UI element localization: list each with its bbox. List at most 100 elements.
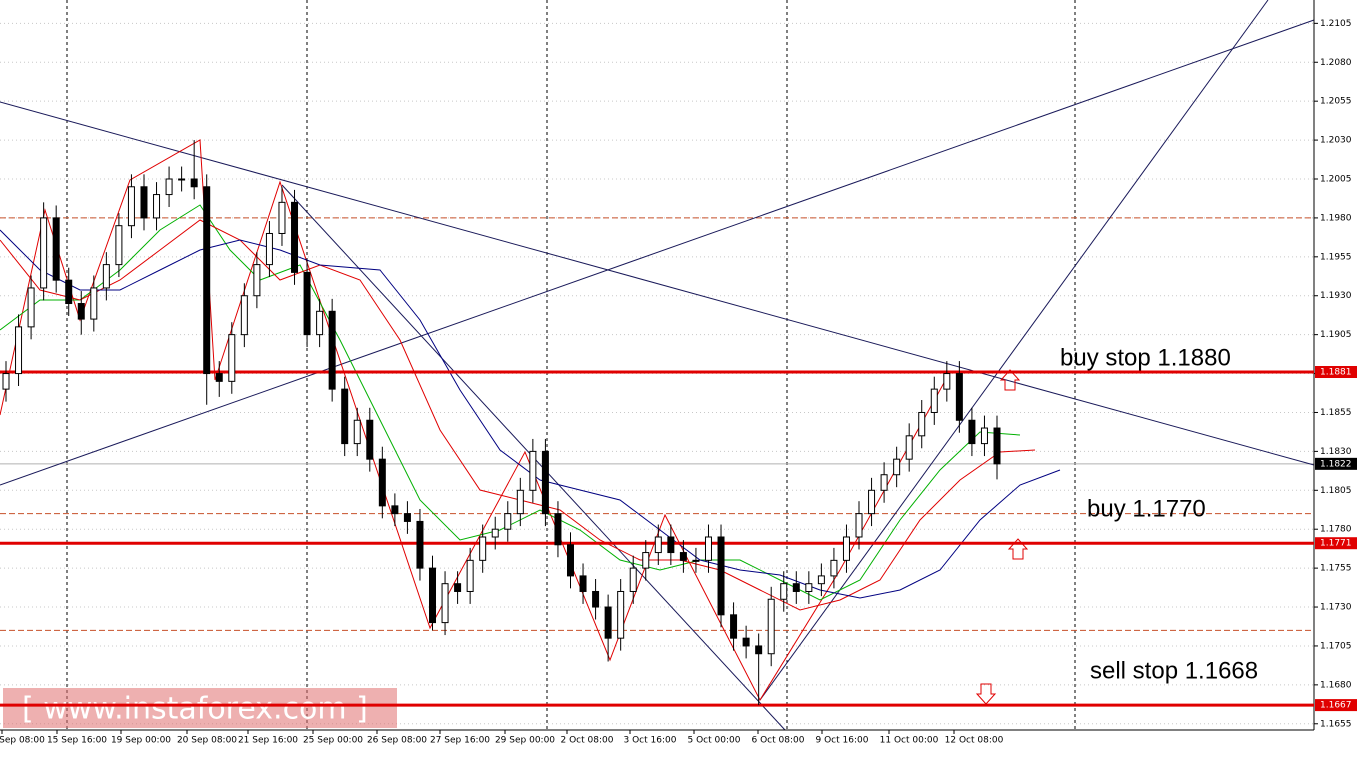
level-annotation: sell stop 1.1668 (1090, 657, 1258, 684)
candle-body (692, 559, 700, 562)
candle-body (52, 217, 60, 281)
candle-body (15, 326, 23, 375)
candle-body (604, 606, 612, 639)
candle-body (253, 264, 261, 297)
candle-body (491, 528, 499, 538)
candle-body (955, 373, 963, 421)
candle-body (654, 536, 662, 554)
candle-body (855, 513, 863, 538)
trend-line (0, 101, 1315, 466)
current-price-tag (1315, 457, 1357, 470)
level-tag (1315, 537, 1357, 550)
candle-body (943, 373, 951, 390)
candle-body (228, 334, 236, 382)
candle-body (153, 194, 161, 219)
trend-line (0, 19, 1315, 486)
candle-body (742, 637, 750, 647)
x-tick-label: Sep 08:00 (0, 736, 45, 746)
candle-body (780, 583, 788, 600)
y-tick-label: 1.2005 (1320, 174, 1352, 184)
candle-body (930, 388, 938, 413)
x-tick-label: 26 Sep 08:00 (367, 736, 427, 746)
candle-body (454, 583, 462, 592)
candle-body (316, 310, 324, 336)
candle-body (805, 583, 813, 592)
x-tick-label: 19 Sep 00:00 (111, 736, 171, 746)
x-tick-label: 3 Oct 16:00 (624, 736, 677, 746)
x-tick-label: 2 Oct 08:00 (561, 736, 614, 746)
x-tick-label: 27 Sep 16:00 (430, 736, 490, 746)
candle-body (566, 544, 574, 577)
y-tick-label: 1.1855 (1320, 408, 1352, 418)
candle-body (203, 186, 211, 375)
candle-body (40, 217, 48, 289)
candle-body (617, 590, 625, 639)
y-tick-label: 1.1805 (1320, 486, 1352, 496)
level-tag (1315, 366, 1357, 379)
y-tick-label: 1.2105 (1320, 19, 1352, 29)
candle-body (115, 225, 123, 266)
x-tick-label: 11 Oct 00:00 (880, 736, 939, 746)
candle-body (817, 575, 825, 585)
candle-body (516, 489, 524, 515)
candle-body (918, 411, 926, 437)
y-tick-label: 1.1905 (1320, 330, 1352, 340)
level-label: 1.1667 (1320, 701, 1352, 711)
candle-body (755, 645, 763, 655)
candle-body (303, 271, 311, 336)
candle-body (102, 264, 110, 289)
y-tick-label: 1.1655 (1320, 719, 1352, 729)
candle-body (717, 536, 725, 616)
x-tick-label: 5 Oct 00:00 (688, 736, 741, 746)
candle-body (391, 505, 399, 515)
candle-body (265, 232, 273, 266)
y-tick-label: 1.1730 (1320, 603, 1352, 613)
y-tick-label: 1.1980 (1320, 213, 1352, 223)
y-tick-label: 1.1930 (1320, 291, 1352, 301)
candle-body (165, 178, 173, 196)
candle-body (667, 536, 675, 554)
candle-body (65, 279, 73, 305)
zigzag (0, 139, 951, 702)
watermark: [ www.instaforex.com ] (22, 692, 368, 727)
candle-body (730, 614, 738, 639)
y-tick-label: 1.2030 (1320, 136, 1352, 146)
candle-body (554, 513, 562, 546)
candle-body (980, 427, 988, 445)
candle-body (466, 559, 474, 592)
level-annotation: buy 1.1770 (1087, 496, 1206, 523)
x-tick-label: 29 Sep 00:00 (495, 736, 555, 746)
y-tick-label: 1.1830 (1320, 447, 1352, 457)
candle-body (905, 435, 913, 460)
candle-body (353, 419, 361, 445)
candle-body (679, 552, 687, 561)
candle-body (880, 474, 888, 491)
candle-body (328, 310, 336, 390)
x-tick-label: 9 Oct 16:00 (816, 736, 869, 746)
watermark-box (3, 688, 397, 728)
candle-body (378, 458, 386, 507)
candle-body (541, 450, 549, 515)
level-label: 1.1881 (1320, 368, 1352, 378)
candle-body (579, 575, 587, 592)
current-price-label: 1.1822 (1320, 459, 1352, 469)
trend-line (759, 0, 1269, 701)
candle-body (993, 427, 1001, 465)
candle-body (642, 552, 650, 569)
x-tick-label: 12 Oct 08:00 (945, 736, 1004, 746)
x-tick-label: 20 Sep 08:00 (177, 736, 237, 746)
candle-body (504, 513, 512, 530)
y-tick-label: 1.1705 (1320, 641, 1352, 651)
candle-body (792, 583, 800, 592)
candle-body (215, 373, 223, 382)
candle-body (629, 567, 637, 592)
candle-body (190, 178, 198, 188)
y-tick-label: 1.1755 (1320, 564, 1352, 574)
candle-body (341, 388, 349, 445)
candle-body (529, 450, 537, 491)
candle-body (366, 419, 374, 460)
candle-body (27, 287, 35, 328)
y-tick-label: 1.2080 (1320, 58, 1352, 68)
